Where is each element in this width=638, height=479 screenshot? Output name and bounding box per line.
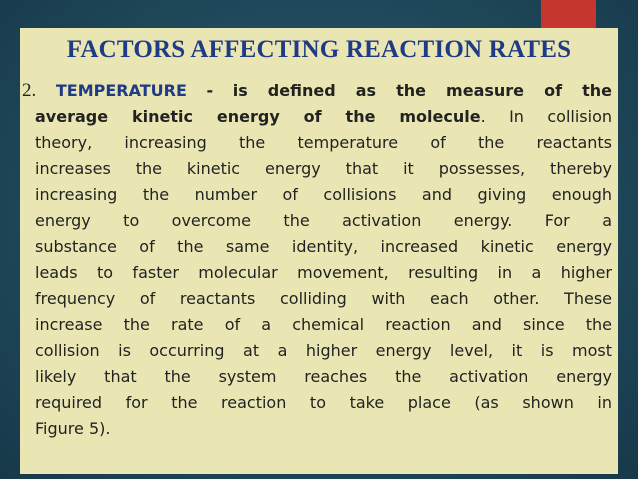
item-number: 2. — [22, 80, 37, 101]
text-line: collision is occurring at a higher energ… — [35, 341, 612, 360]
separator: - — [206, 81, 214, 100]
text-line: frequency of reactants colliding with ea… — [35, 289, 612, 308]
text-line: Figure 5). — [35, 419, 111, 438]
text-line: increases the kinetic energy that it pos… — [35, 159, 612, 178]
definition-part-2: average kinetic energy of the molecule — [35, 107, 481, 126]
keyword: TEMPERATURE — [55, 81, 187, 100]
text-line: required for the reaction to take place … — [35, 393, 612, 412]
slide-title: FACTORS AFFECTING REACTION RATES — [66, 36, 572, 63]
text-line: leads to faster molecular movement, resu… — [35, 263, 612, 282]
text-fragment: . In collision — [480, 107, 613, 126]
text-line: theory, increasing the temperature of th… — [35, 133, 612, 152]
text-line: increasing the number of collisions and … — [35, 185, 612, 204]
slide-body: 2. TEMPERATURE - is defined as the measu… — [22, 78, 612, 442]
text-line: 2. TEMPERATURE - is defined as the measu… — [22, 78, 612, 104]
text-line: likely that the system reaches the activ… — [35, 367, 612, 386]
text-line: energy to overcome the activation energy… — [35, 211, 612, 230]
text-line: average kinetic energy of the molecule. … — [22, 104, 612, 130]
definition-part-1: is defined as the measure of the — [232, 81, 613, 100]
text-line: substance of the same identity, increase… — [35, 237, 612, 256]
content-panel: FACTORS AFFECTING REACTION RATES 2. TEMP… — [20, 28, 618, 474]
text-line: increase the rate of a chemical reaction… — [35, 315, 612, 334]
